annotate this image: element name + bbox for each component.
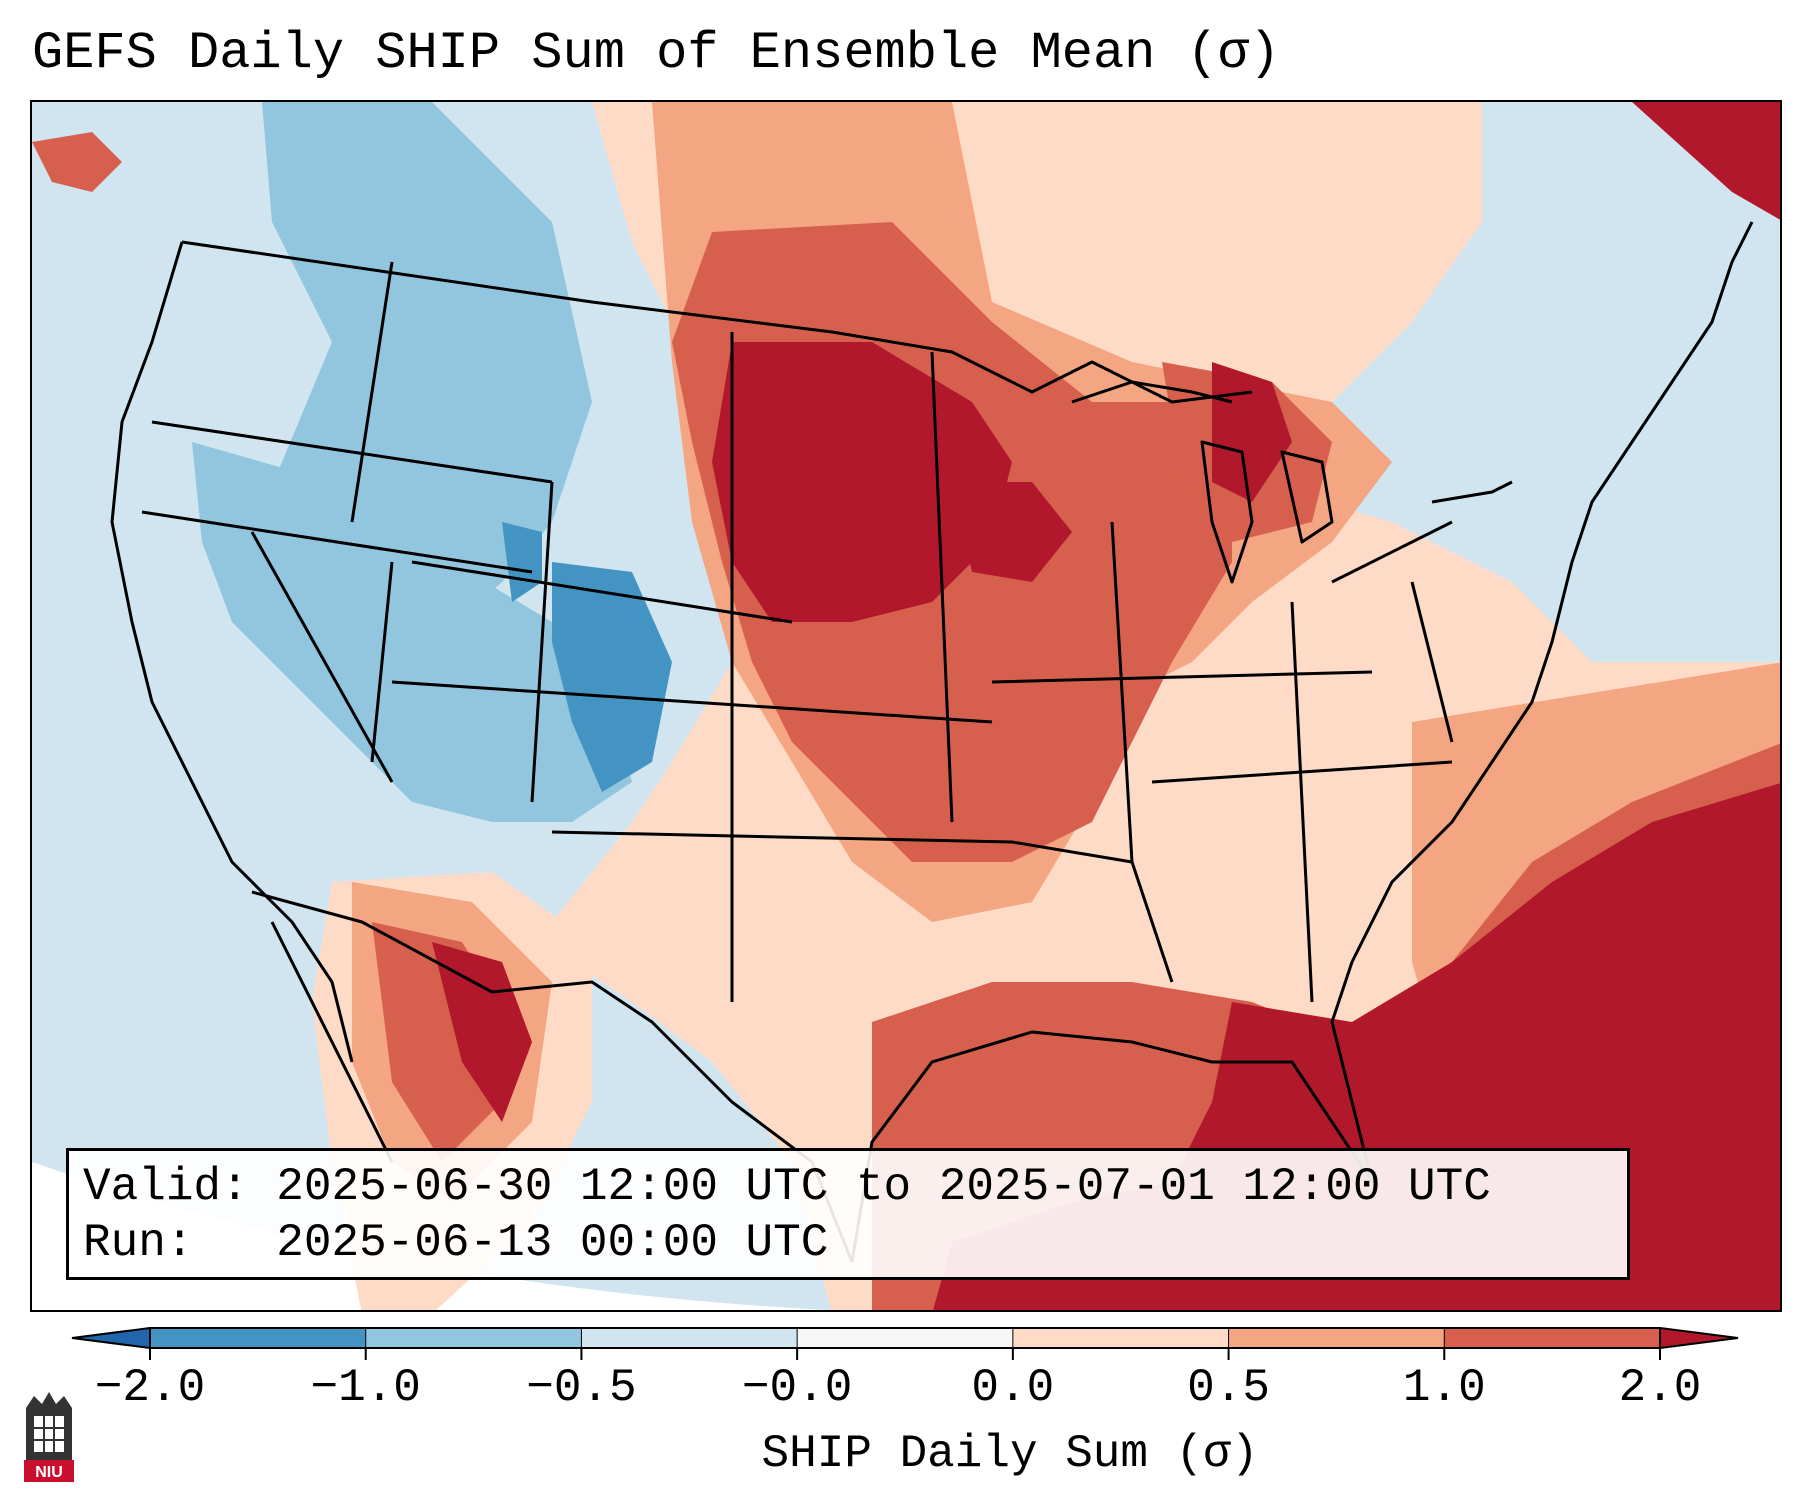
colorbar-segment [365,1328,582,1348]
colorbar-tick-label: 0.5 [1187,1362,1270,1414]
colorbar-tick-label: −1.0 [310,1362,421,1414]
warm-anomaly-core-iowa [952,482,1072,582]
colorbar [71,1327,1739,1360]
warm-anomaly-core-maritimes [1632,102,1780,220]
logo-window-panel [34,1416,64,1452]
state-border-16 [370,561,394,763]
colorbar-high-arrow [1660,1328,1738,1348]
colorbar-tick-label: 0.0 [971,1362,1055,1414]
state-border-9 [530,481,554,803]
state-border-14 [1410,581,1454,743]
colorbar-tick-label: 2.0 [1618,1362,1702,1414]
colorbar-tick-label: −0.5 [526,1362,637,1414]
warm-anomaly-core-michigan [1212,362,1292,502]
colorbar-label: SHIP Daily Sum (σ) [761,1428,1259,1480]
lake-ontario [1431,480,1513,504]
state-border-6 [991,670,1373,684]
state-border-3 [411,560,793,624]
colorbar-tick-label: −2.0 [94,1362,206,1414]
valid-label: Valid: [83,1161,249,1213]
lake-superior [1071,380,1233,404]
state-border-1 [151,420,553,484]
logo-banner [24,1460,74,1482]
map-panel [30,100,1782,1312]
colorbar-segment [581,1328,798,1348]
colorbar-segment [1444,1328,1661,1348]
valid-run-info-box: Valid: 2025-06-30 12:00 UTC to 2025-07-0… [66,1148,1630,1280]
state-border-4 [391,680,993,724]
state-border-15 [250,531,394,783]
colorbar-segment [797,1328,1014,1348]
state-border-11 [930,351,954,823]
colorbar-segment [150,1328,367,1348]
niu-logo: NIU [24,1392,74,1482]
run-value: 2025-06-13 00:00 UTC [276,1217,829,1269]
lake-michigan [1200,440,1254,584]
state-border-5 [551,830,1133,864]
anomaly-map [32,102,1780,1310]
colorbar-tick-label: −0.0 [741,1362,853,1414]
lake-huron [1280,450,1334,544]
valid-value: 2025-06-30 12:00 UTC to 2025-07-01 12:00… [276,1161,1491,1213]
state-border-8 [350,261,394,523]
warm-anomaly-core-plains [712,342,1012,622]
colorbar-segments [72,1328,1738,1348]
baja-coastline [270,921,394,1163]
colorbar-segment [1228,1328,1445,1348]
colorbar-segment [1012,1328,1230,1348]
state-border-13 [1290,601,1314,1003]
warm-anomaly-pacific-patch [32,132,122,192]
run-label: Run: [83,1217,194,1269]
east-coastline [1350,221,1754,963]
colorbar-high-arrow-outline [1659,1327,1739,1349]
state-border-2 [141,510,533,574]
blue-anomaly-colorado [552,562,672,792]
logo-text: NIU [35,1464,63,1481]
colorbar-low-arrow-outline [71,1327,151,1349]
west-coastline [110,241,354,1063]
map-title: GEFS Daily SHIP Sum of Ensemble Mean (σ) [32,24,1281,83]
state-border-12 [1110,521,1174,983]
warm-anomaly-core-arizona [432,942,532,1122]
colorbar-low-arrow [72,1328,150,1348]
logo-window-grid [34,1416,64,1452]
colorbar-tick-label: 1.0 [1402,1362,1486,1414]
lake-erie [1331,520,1453,584]
gulf-coastline [850,961,1374,1263]
canada-border [181,240,1253,404]
colorbar-ticks [149,1328,1661,1360]
